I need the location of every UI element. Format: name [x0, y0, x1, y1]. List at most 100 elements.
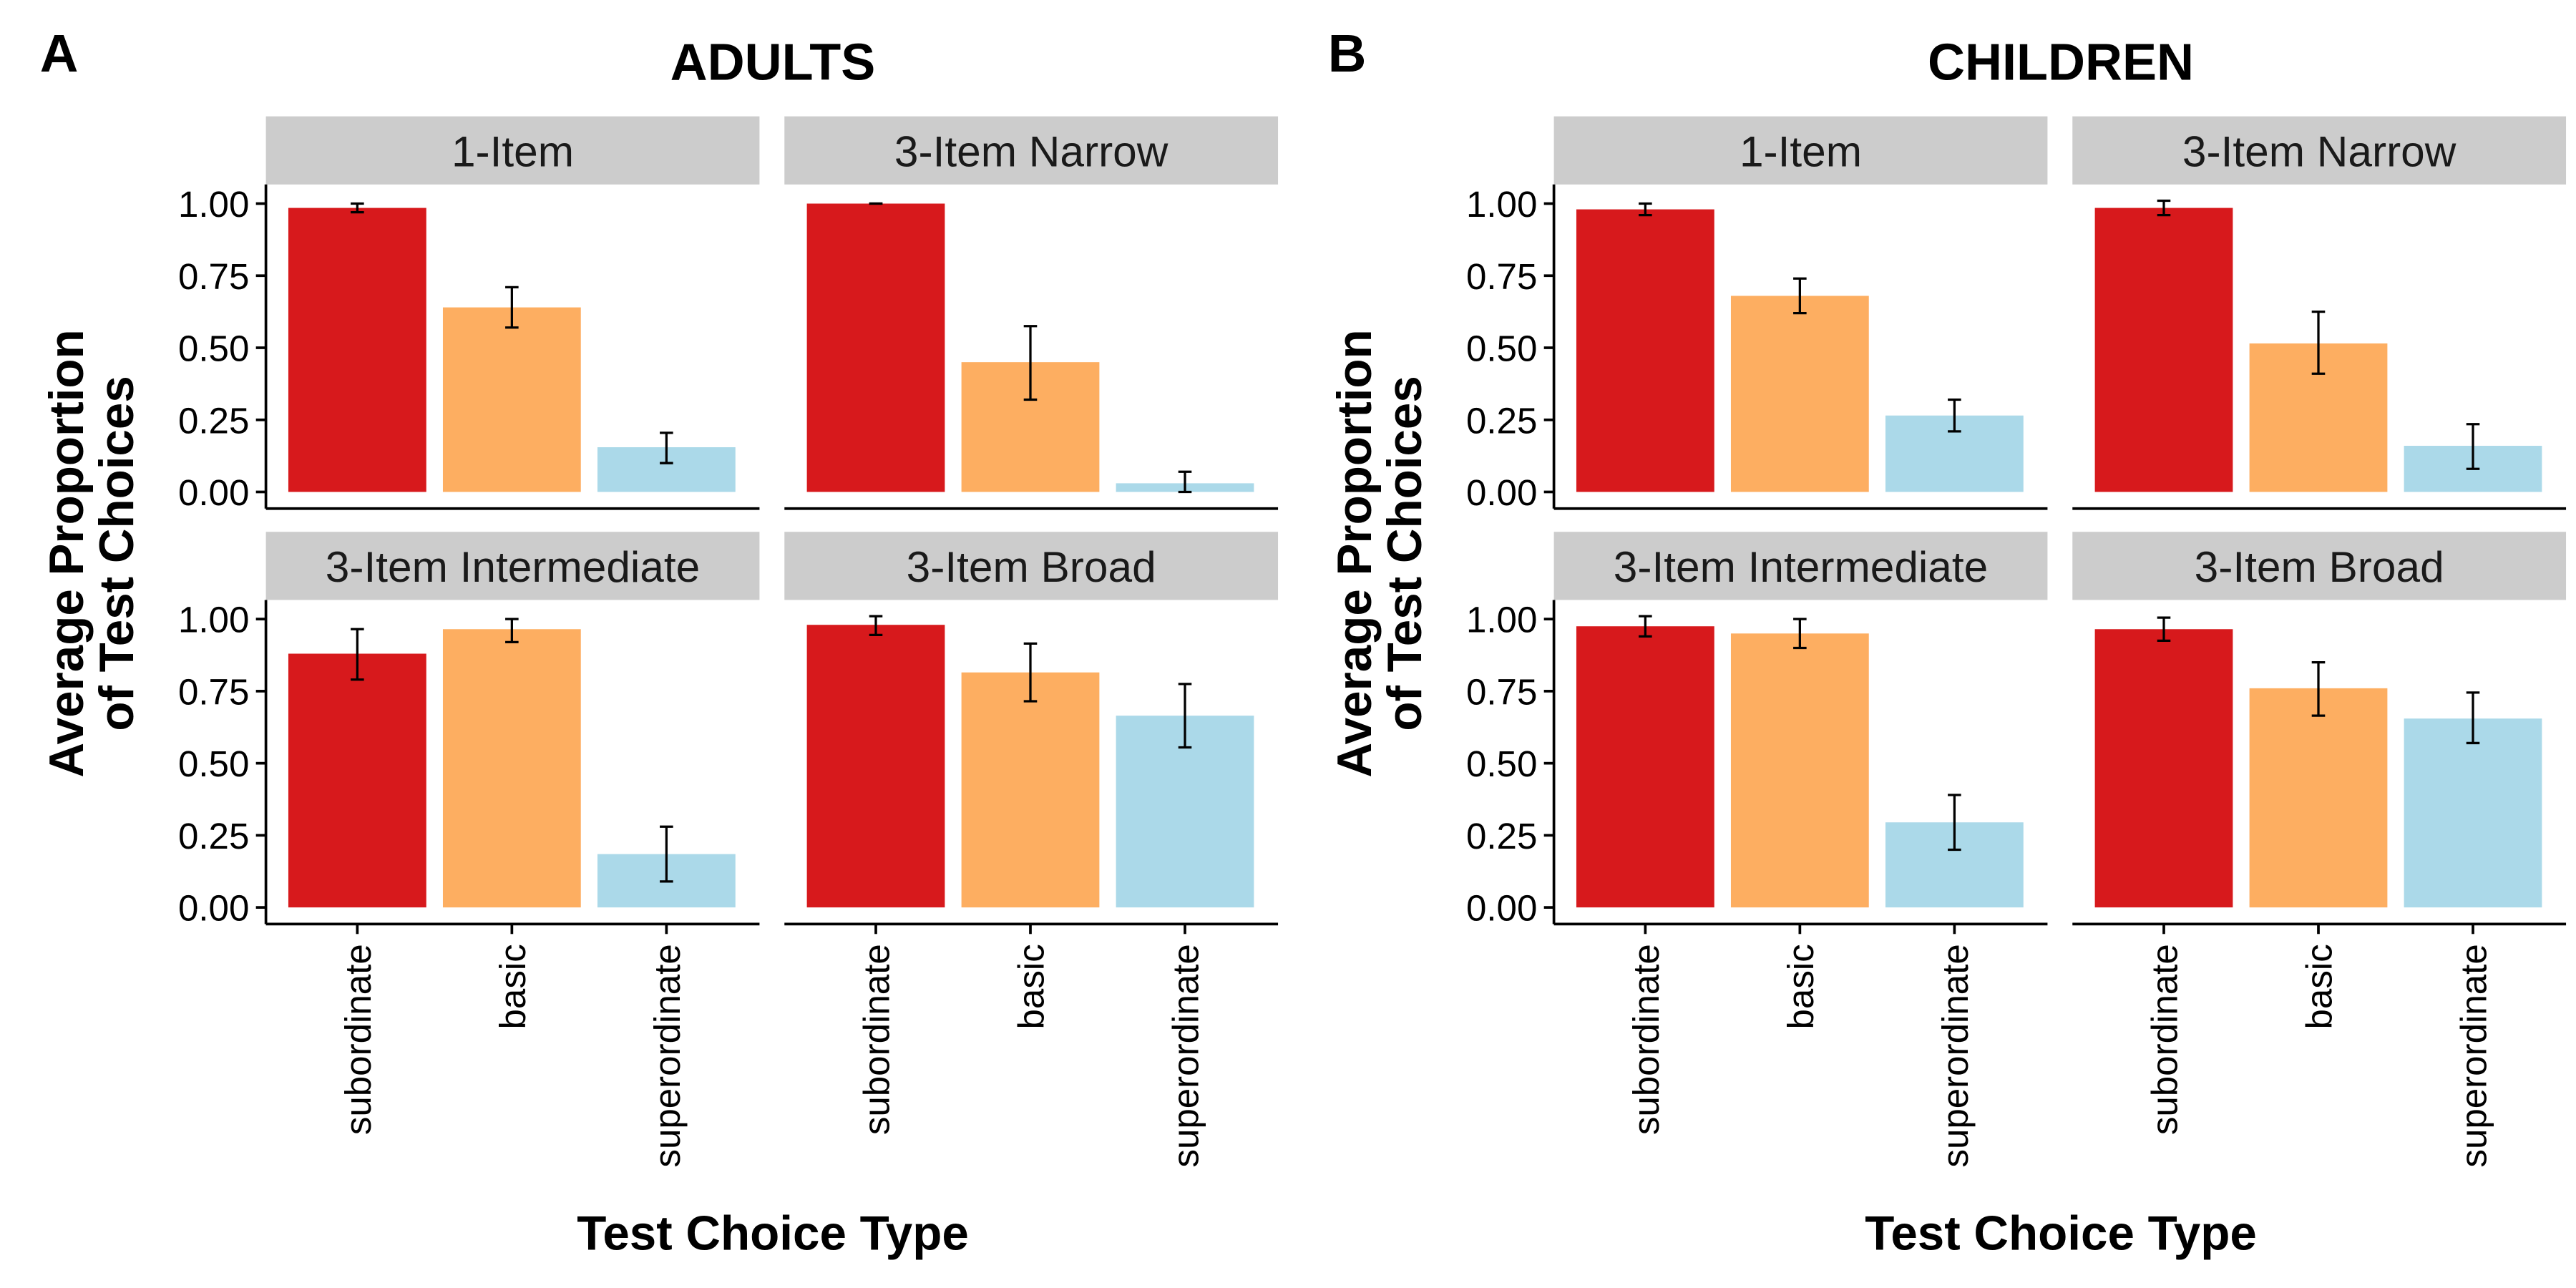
facet: 3-Item Intermediate 0.00 0.25 0.50 0.75 1.00 s… [178, 532, 760, 1168]
facet-label: 3-Item Narrow [2182, 127, 2457, 175]
y-tick-label: 0.75 [178, 256, 249, 297]
panel-letter: A [40, 24, 79, 83]
facet-strip [1553, 116, 2048, 185]
bar-subordinate [2094, 629, 2233, 908]
axes [255, 600, 760, 935]
y-tick-label: 0.75 [178, 671, 249, 712]
bar-subordinate [1576, 626, 1714, 908]
facet-label: 3-Item Broad [2195, 542, 2444, 591]
error-bar [1023, 325, 1038, 401]
x-tick-label: superordinate [1166, 944, 1206, 1167]
bar-subordinate [288, 653, 426, 908]
error-bar [505, 618, 519, 644]
axes [1543, 600, 2048, 935]
x-tick-label: basic [1011, 944, 1052, 1029]
x-tick-label: superordinate [647, 944, 688, 1167]
facet: 3-Item Narrow [2072, 116, 2567, 510]
bar-basic [1730, 633, 1869, 908]
error-bar [351, 628, 364, 681]
x-tick-label: subordinate [338, 944, 379, 1135]
y-tick-label: 0.50 [1466, 743, 1537, 784]
error-bar [1948, 794, 1961, 852]
facet: 1-Item 0.00 0.25 0.50 0.75 1.00 [178, 116, 760, 513]
x-tick-label: basic [1780, 944, 1821, 1029]
facet-label: 3-Item Broad [907, 542, 1156, 591]
bar-subordinate [2094, 208, 2233, 492]
facet-label: 1-Item [1740, 127, 1862, 175]
bar-basic [2249, 688, 2388, 908]
x-tick-label: superordinate [2454, 944, 2494, 1167]
y-axis-label-line: Average Proportion [1328, 329, 1382, 777]
x-tick-label: basic [2299, 944, 2340, 1029]
facet-label: 3-Item Intermediate [326, 542, 700, 591]
y-axis-label: Average Proportionof Test Choices [1328, 329, 1432, 777]
y-tick-label: 0.75 [1466, 256, 1537, 297]
panel-title: ADULTS [670, 34, 876, 91]
error-bar [660, 431, 673, 464]
y-axis-label-line: of Test Choices [1378, 376, 1432, 731]
facet-strip [265, 532, 760, 600]
y-tick-label: 0.50 [1466, 328, 1537, 369]
bar-subordinate [806, 625, 945, 908]
x-tick-label: superordinate [1935, 944, 1976, 1167]
x-axis-label: Test Choice Type [1865, 1207, 2257, 1261]
bar-basic [442, 629, 581, 908]
error-bar [1948, 398, 1961, 433]
facet: 3-Item Broad subordinate basic superordinat… [784, 532, 1279, 1168]
y-tick-label: 0.75 [1466, 671, 1537, 712]
bar-subordinate [806, 203, 945, 492]
error-bar [2157, 199, 2171, 217]
x-tick-label: basic [492, 944, 533, 1029]
bar-superordinate [2404, 718, 2542, 908]
panel-b: B CHILDREN Average Proportionof Test Choic… [1328, 24, 2567, 1261]
facet: 3-Item Broad subordinate basic superordinat… [2072, 532, 2567, 1168]
axes [784, 922, 1279, 935]
y-tick-label: 0.00 [1466, 888, 1537, 929]
error-bar [1178, 683, 1192, 749]
bar-basic [1730, 296, 1869, 492]
y-tick-label: 1.00 [1466, 184, 1537, 225]
y-tick-label: 0.25 [1466, 400, 1537, 441]
error-bar [2311, 311, 2326, 375]
facet: 1-Item 0.00 0.25 0.50 0.75 1.00 [1466, 116, 2048, 513]
x-tick-label: subordinate [1626, 944, 1667, 1135]
y-tick-label: 0.00 [1466, 472, 1537, 513]
facet: 3-Item Intermediate 0.00 0.25 0.50 0.75 1.00 s… [1466, 532, 2048, 1168]
y-axis-label-line: Average Proportion [40, 329, 94, 777]
facet-strip [2072, 116, 2567, 185]
error-bar [2466, 691, 2480, 745]
x-tick-label: subordinate [2145, 944, 2185, 1135]
y-tick-label: 0.50 [178, 328, 249, 369]
y-tick-label: 1.00 [178, 600, 249, 640]
facet: 3-Item Narrow [784, 116, 1279, 510]
facet-strip [784, 532, 1279, 600]
y-tick-label: 0.00 [178, 472, 249, 513]
y-tick-label: 0.50 [178, 743, 249, 784]
error-bar [1793, 277, 1807, 315]
facet-strip [265, 116, 760, 185]
error-bar [505, 286, 519, 329]
y-tick-label: 0.25 [178, 816, 249, 857]
y-tick-label: 0.00 [178, 888, 249, 929]
error-bar [1793, 618, 1807, 650]
axes [255, 184, 760, 510]
facet-strip [784, 116, 1279, 185]
facet-label: 3-Item Narrow [894, 127, 1169, 175]
y-axis-label-line: of Test Choices [90, 376, 144, 731]
error-bar [1023, 642, 1038, 703]
facet-strip [1553, 532, 2048, 600]
axes [1543, 184, 2048, 510]
y-tick-label: 0.25 [1466, 816, 1537, 857]
panel-letter: B [1328, 24, 1367, 83]
bar-basic [442, 307, 581, 492]
panel-title: CHILDREN [1928, 34, 2194, 91]
bar-subordinate [288, 208, 426, 492]
error-bar [1178, 470, 1192, 494]
facet-strip [2072, 532, 2567, 600]
facet-label: 3-Item Intermediate [1614, 542, 1988, 591]
x-tick-label: subordinate [857, 944, 897, 1135]
panel-a: A ADULTS Average Proportionof Test Choices… [40, 24, 1279, 1261]
error-bar [1639, 615, 1652, 638]
bar-basic [961, 672, 1100, 908]
